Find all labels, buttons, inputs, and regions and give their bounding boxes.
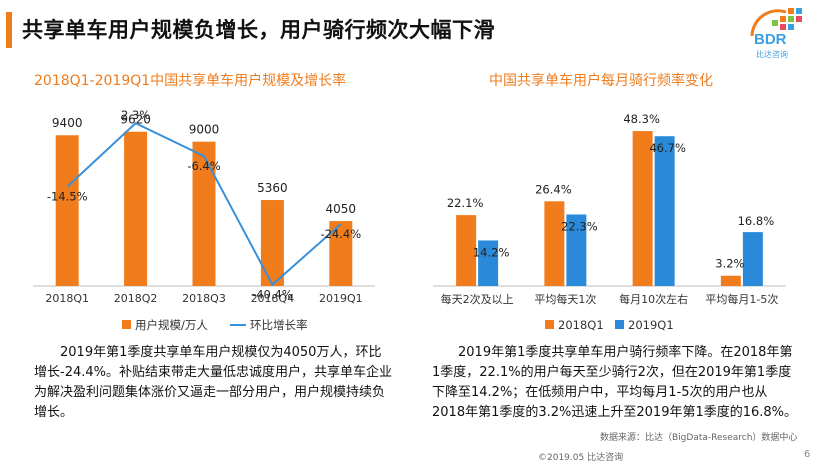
x-tick-label: 平均每月1-5次 <box>705 292 778 306</box>
growth-rate-label: -14.5% <box>47 190 88 204</box>
legend-label: 2018Q1 <box>558 318 604 332</box>
bar-2019q1 <box>742 232 763 286</box>
bar-value-label: 22.1% <box>447 196 484 210</box>
logo-square <box>796 8 802 14</box>
x-tick-label: 2018Q1 <box>45 292 89 305</box>
bar-2019q1 <box>478 240 499 286</box>
bdr-logo: BDR 比达咨询 <box>750 8 802 59</box>
bar-value-label: 48.3% <box>623 112 660 126</box>
bar-value-label: 4050 <box>326 202 357 216</box>
logo-square <box>788 24 794 30</box>
x-tick-label: 每天2次及以上 <box>441 292 514 306</box>
logo-square <box>788 16 794 22</box>
chart1-title: 2018Q1-2019Q1中国共享单车用户规模及增长率 <box>34 73 347 89</box>
logo-subtext: 比达咨询 <box>756 49 788 59</box>
x-tick-label: 平均每天1次 <box>534 292 596 306</box>
bar-value-label: 14.2% <box>473 245 510 259</box>
bar-value-label: 9000 <box>189 123 220 137</box>
bar-2019q1 <box>566 214 587 286</box>
logo-square <box>772 20 778 26</box>
x-tick-label: 2019Q1 <box>319 292 363 305</box>
bar-value-label: 46.7% <box>649 141 686 155</box>
bar-user-scale <box>124 131 148 286</box>
legend-label: 环比增长率 <box>250 318 308 332</box>
bar-value-label: 9620 <box>120 113 151 127</box>
x-tick-label: 2018Q3 <box>182 292 226 305</box>
bar-2018q1 <box>632 131 653 286</box>
chart2-description: 2019年第1季度共享单车用户骑行频率下降。在2018年第1季度，22.1%的用… <box>432 345 798 420</box>
chart2-title: 中国共享单车用户每月骑行频率变化 <box>489 73 713 89</box>
page-number: 6 <box>804 449 811 460</box>
bar-user-scale <box>329 221 353 286</box>
legend-swatch-user-scale <box>122 320 131 329</box>
legend-label: 2019Q1 <box>628 318 674 332</box>
bar-value-label: 3.2% <box>715 257 744 271</box>
bar-2018q1 <box>544 201 565 286</box>
bar-2018q1 <box>720 275 741 286</box>
bar-2018q1 <box>456 215 477 286</box>
user-scale-chart: 9400 2018Q1 9620 2018Q2 9000 2018Q3 5360 2018Q4… <box>33 108 375 332</box>
data-source: 数据来源：比达（BigData-Research）数据中心 <box>600 433 798 443</box>
growth-rate-label: -40.4% <box>252 288 293 302</box>
x-tick-label: 每月10次左右 <box>619 292 688 306</box>
ride-frequency-chart: 22.1% 14.2% 每天2次及以上 26.4% 22.3% 平均每天1次 48.3% 46… <box>433 112 786 332</box>
bar-user-scale <box>55 135 79 286</box>
bar-2019q1 <box>654 136 675 286</box>
bar-value-label: 16.8% <box>738 214 775 228</box>
logo-text: BDR <box>754 31 787 48</box>
logo-square <box>780 16 786 22</box>
logo-square <box>788 8 794 14</box>
bar-value-label: 9400 <box>52 116 83 130</box>
chart1-description: 2019年第1季度共享单车用户规模仅为4050万人，环比增长-24.4%。补贴结… <box>34 345 392 420</box>
x-tick-label: 2018Q4 <box>251 292 295 305</box>
logo-square <box>796 16 802 22</box>
x-tick-label: 2018Q2 <box>114 292 158 305</box>
growth-rate-label: -6.4% <box>187 159 220 173</box>
bar-user-scale <box>260 200 284 286</box>
legend-swatch-2018q1 <box>545 320 554 329</box>
bar-value-label: 22.3% <box>561 219 598 233</box>
bar-user-scale <box>192 141 216 286</box>
bar-value-label: 5360 <box>257 181 288 195</box>
footer-copyright: ©2019.05 比达咨询 <box>538 453 624 463</box>
growth-rate-label: -24.4% <box>320 227 361 241</box>
logo-arc <box>750 9 787 37</box>
legend-swatch-2019q1 <box>615 320 624 329</box>
legend-label: 用户规模/万人 <box>135 318 208 332</box>
bar-value-label: 26.4% <box>535 182 572 196</box>
growth-rate-label: 2.3% <box>121 108 150 122</box>
growth-rate-line <box>66 122 342 287</box>
logo-square <box>780 24 786 30</box>
page-title: 共享单车用户规模负增长，用户骑行频次大幅下滑 <box>22 18 495 42</box>
title-accent-bar <box>6 12 12 48</box>
